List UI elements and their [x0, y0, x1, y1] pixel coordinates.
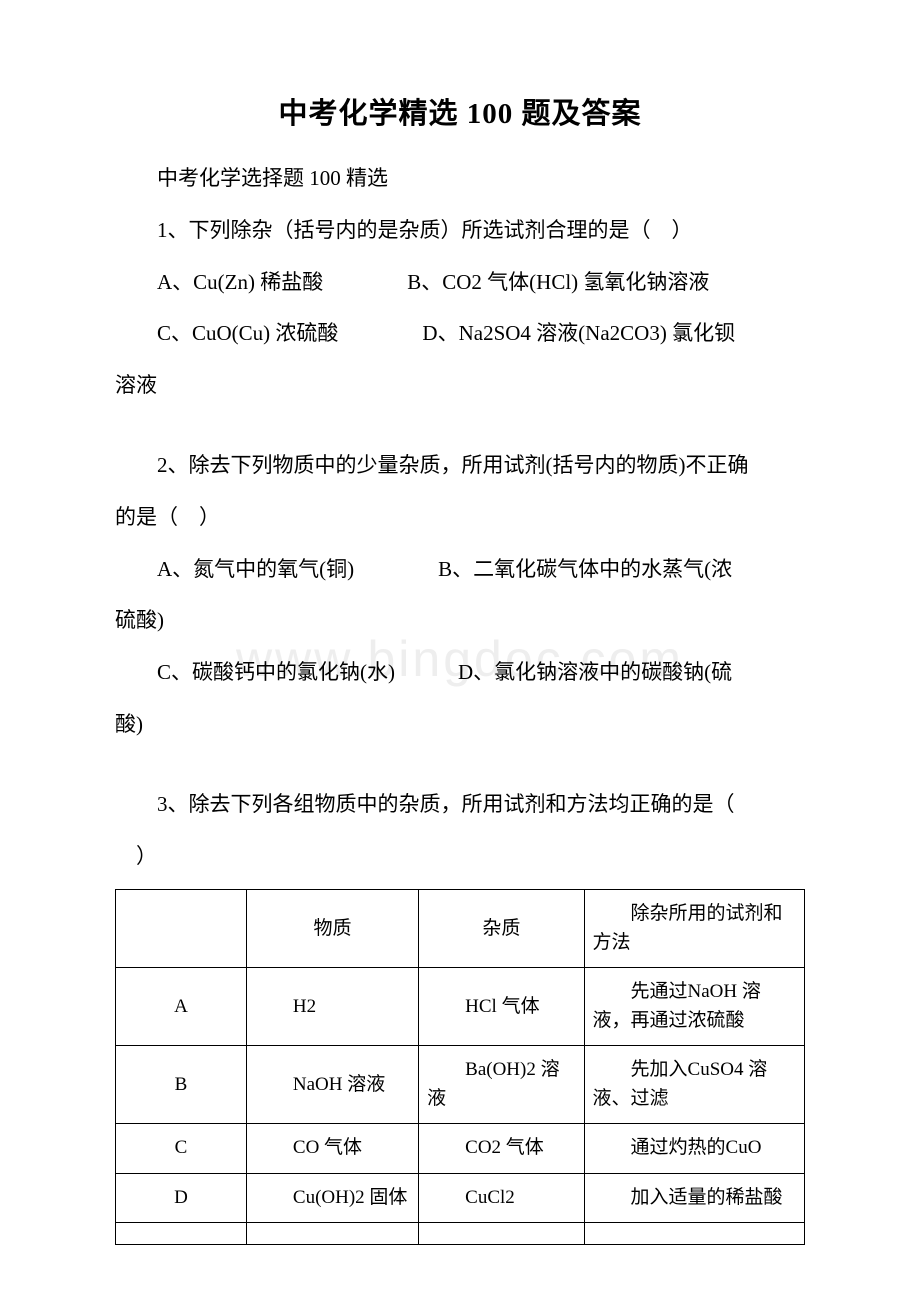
- q2-options-line2: C、碳酸钙中的氯化钠(水) D、氯化钠溶液中的碳酸钠(硫: [115, 654, 805, 692]
- table-empty-row: [116, 1223, 805, 1245]
- table-cell: [116, 1223, 247, 1245]
- table-header-cell: [116, 890, 247, 968]
- table-cell: CO2 气体: [419, 1124, 584, 1174]
- q2-stem: 2、除去下列物质中的少量杂质，所用试剂(括号内的物质)不正确: [115, 447, 805, 485]
- table-cell: H2: [246, 968, 418, 1046]
- q2-options-line1: A、氮气中的氧气(铜) B、二氧化碳气体中的水蒸气(浓: [115, 551, 805, 589]
- table-cell: HCl 气体: [419, 968, 584, 1046]
- table-cell: CuCl2: [419, 1173, 584, 1223]
- table-cell: 先通过NaOH 溶液，再通过浓硫酸: [584, 968, 804, 1046]
- table-header-cell: 除杂所用的试剂和方法: [584, 890, 804, 968]
- table-row: B NaOH 溶液 Ba(OH)2 溶液 先加入CuSO4 溶液、过滤: [116, 1046, 805, 1124]
- q1-options-line1: A、Cu(Zn) 稀盐酸 B、CO2 气体(HCl) 氢氧化钠溶液: [115, 264, 805, 302]
- table-row: A H2 HCl 气体 先通过NaOH 溶液，再通过浓硫酸: [116, 968, 805, 1046]
- table-header-cell: 物质: [246, 890, 418, 968]
- table-cell: 先加入CuSO4 溶液、过滤: [584, 1046, 804, 1124]
- subtitle: 中考化学选择题 100 精选: [115, 160, 805, 198]
- table-cell: Cu(OH)2 固体: [246, 1173, 418, 1223]
- table-cell: NaOH 溶液: [246, 1046, 418, 1124]
- table-row: C CO 气体 CO2 气体 通过灼热的CuO: [116, 1124, 805, 1174]
- q3-stem-wrap: ）: [115, 838, 805, 876]
- q2-stem-wrap: 的是（ ）: [115, 499, 805, 537]
- q2-wrap1: 硫酸): [115, 602, 805, 640]
- table-cell: C: [116, 1124, 247, 1174]
- table-header-cell: 杂质: [419, 890, 584, 968]
- q2-wrap2: 酸): [115, 706, 805, 744]
- table-cell: 通过灼热的CuO: [584, 1124, 804, 1174]
- table-cell: [584, 1223, 804, 1245]
- table-cell: [246, 1223, 418, 1245]
- q3-stem: 3、除去下列各组物质中的杂质，所用试剂和方法均正确的是（: [115, 786, 805, 824]
- table-cell: [419, 1223, 584, 1245]
- q3-table: 物质 杂质 除杂所用的试剂和方法 A H2 HCl 气体 先通过NaOH 溶液，…: [115, 889, 805, 1245]
- q1-stem: 1、下列除杂（括号内的是杂质）所选试剂合理的是（ ）: [115, 212, 805, 250]
- table-cell: A: [116, 968, 247, 1046]
- table-cell: B: [116, 1046, 247, 1124]
- spacer: [115, 758, 805, 786]
- q1-options-line2: C、CuO(Cu) 浓硫酸 D、Na2SO4 溶液(Na2CO3) 氯化钡: [115, 315, 805, 353]
- table-cell: Ba(OH)2 溶液: [419, 1046, 584, 1124]
- table-cell: D: [116, 1173, 247, 1223]
- table-header-row: 物质 杂质 除杂所用的试剂和方法: [116, 890, 805, 968]
- page-title: 中考化学精选 100 题及答案: [115, 90, 805, 132]
- table-cell: 加入适量的稀盐酸: [584, 1173, 804, 1223]
- table-row: D Cu(OH)2 固体 CuCl2 加入适量的稀盐酸: [116, 1173, 805, 1223]
- table-cell: CO 气体: [246, 1124, 418, 1174]
- q1-wrap: 溶液: [115, 367, 805, 405]
- spacer: [115, 419, 805, 447]
